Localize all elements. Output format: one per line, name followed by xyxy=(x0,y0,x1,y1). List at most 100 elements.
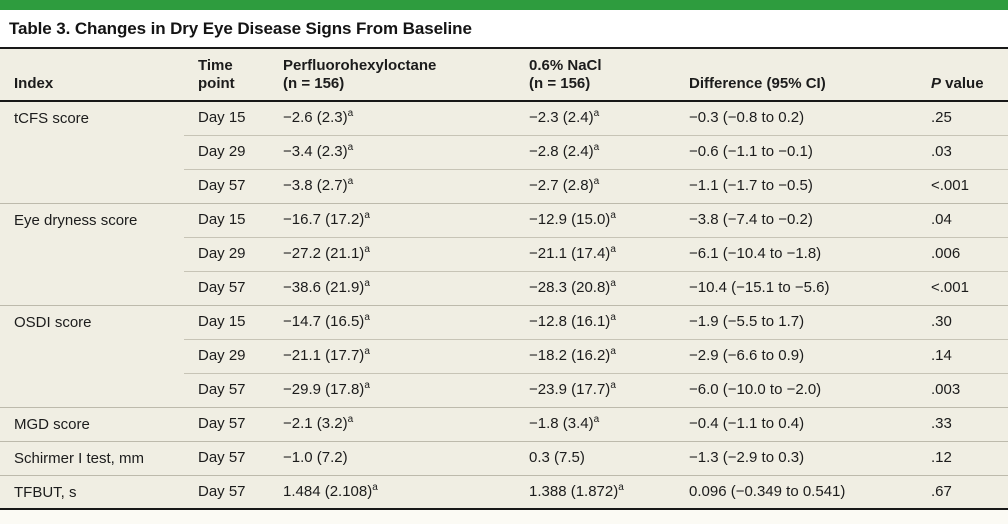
perfluorohexyloctane-cell: −2.1 (3.2)a xyxy=(269,406,515,441)
perfluorohexyloctane-cell: −29.9 (17.8)a xyxy=(269,372,515,407)
time-point-cell: Day 15 xyxy=(184,304,269,339)
nacl-cell: −28.3 (20.8)a xyxy=(515,270,675,305)
footnote-marker: a xyxy=(610,312,616,323)
time-point-cell: Day 15 xyxy=(198,109,246,127)
time-point-cell: Day 57 xyxy=(184,474,269,509)
perfluorohexyloctane-cell: −3.8 (2.7)a xyxy=(269,168,515,203)
footnote-marker: a xyxy=(364,312,370,323)
footnote-marker: a xyxy=(618,481,624,493)
perfluorohexyloctane-cell: −27.2 (21.1)a xyxy=(269,236,515,271)
difference-cell: 0.096 (−0.349 to 0.541) xyxy=(675,474,917,509)
footnote-marker: a xyxy=(610,278,616,289)
table-row: Day 57 −38.6 (21.9)a −28.3 (20.8)a −10.4 (−… xyxy=(0,270,1008,305)
perfluorohexyloctane-cell: −21.1 (17.7)a xyxy=(269,338,515,373)
p-value-cell: <.001 xyxy=(917,168,1008,203)
nacl-cell: −2.7 (2.8)a xyxy=(515,168,675,203)
nacl-cell: −18.2 (16.2)a xyxy=(515,338,675,373)
perfluorohexyloctane-cell: −2.6 (2.3)a xyxy=(283,108,354,127)
table-row: Eye dryness score Day 15 −16.7 (17.2)a −12.… xyxy=(0,202,1008,305)
nacl-cell: −2.8 (2.4)a xyxy=(515,134,675,169)
table-row: MGD score Day 57 −2.1 (3.2)a −1.8 (3.4)a −0.… xyxy=(0,406,1008,441)
index-cell: MGD score xyxy=(0,406,184,441)
nacl-cell: −1.8 (3.4)a xyxy=(515,406,675,441)
header-row: Index Time point Perfluorohexyloctane (n… xyxy=(0,49,1008,101)
footnote-marker: a xyxy=(347,142,354,153)
data-table: Index Time point Perfluorohexyloctane (n… xyxy=(0,49,1008,510)
time-point-cell: Day 57 xyxy=(184,168,269,203)
col-header-difference: Difference (95% CI) xyxy=(689,75,826,92)
index-cell: TFBUT, s xyxy=(0,474,184,509)
footnote-marker: a xyxy=(364,278,370,289)
table-title: Table 3. Changes in Dry Eye Disease Sign… xyxy=(9,18,472,38)
col-header-time-point: Time point xyxy=(198,57,235,92)
table-row: OSDI score Day 15 −14.7 (16.5)a −12.8 (16.1… xyxy=(0,304,1008,407)
time-point-cell: Day 57 xyxy=(184,440,269,475)
footnote-marker: a xyxy=(593,142,600,153)
table-title-row: Table 3. Changes in Dry Eye Disease Sign… xyxy=(0,10,1008,49)
p-value-cell: .30 xyxy=(917,304,1008,339)
table-row: Day 29 −27.2 (21.1)a −21.1 (17.4)a −6.1 (−1… xyxy=(0,236,1008,271)
difference-cell: −3.8 (−7.4 to −0.2) xyxy=(675,202,917,237)
footnote-marker: a xyxy=(364,380,370,391)
index-cell: tCFS score xyxy=(14,110,90,127)
footnote-marker: a xyxy=(347,108,354,120)
footnote-marker: a xyxy=(610,346,616,357)
table-row: tCFS score Day 15 −2.6 (2.3)a −2.3 (2.4)a −0… xyxy=(0,101,1008,135)
time-point-cell: Day 29 xyxy=(184,134,269,169)
footnote-marker: a xyxy=(364,346,370,357)
difference-cell: −0.3 (−0.8 to 0.2) xyxy=(689,109,805,127)
nacl-cell: −23.9 (17.7)a xyxy=(515,372,675,407)
difference-cell: −1.1 (−1.7 to −0.5) xyxy=(675,168,917,203)
table-row: Day 29 −21.1 (17.7)a −18.2 (16.2)a −2.9 (−6… xyxy=(0,338,1008,373)
p-value-cell: .33 xyxy=(917,406,1008,441)
p-value-cell: <.001 xyxy=(917,270,1008,305)
difference-cell: −0.4 (−1.1 to 0.4) xyxy=(675,406,917,441)
time-point-cell: Day 57 xyxy=(184,406,269,441)
time-point-cell: Day 29 xyxy=(184,236,269,271)
footnote-marker: a xyxy=(610,210,616,221)
table-row: TFBUT, s Day 57 1.484 (2.108)a 1.388 (1.872… xyxy=(0,474,1008,509)
footnote-marker: a xyxy=(610,244,616,255)
difference-cell: −6.1 (−10.4 to −1.8) xyxy=(675,236,917,271)
col-header-perfluorohexyloctane: Perfluorohexyloctane (n = 156) xyxy=(283,57,437,92)
nacl-cell: −21.1 (17.4)a xyxy=(515,236,675,271)
nacl-cell: −12.8 (16.1)a xyxy=(515,304,675,339)
footnote-marker: a xyxy=(364,210,370,221)
p-value-cell: .003 xyxy=(917,372,1008,407)
perfluorohexyloctane-cell: 1.484 (2.108)a xyxy=(269,474,515,509)
table-header: Index Time point Perfluorohexyloctane (n… xyxy=(0,49,1008,101)
journal-table-figure: Table 3. Changes in Dry Eye Disease Sign… xyxy=(0,0,1008,510)
perfluorohexyloctane-cell: −38.6 (21.9)a xyxy=(269,270,515,305)
difference-cell: −2.9 (−6.6 to 0.9) xyxy=(675,338,917,373)
col-header-index: Index xyxy=(14,75,54,92)
p-value-cell: .03 xyxy=(917,134,1008,169)
p-value-italic-letter: P xyxy=(931,75,942,92)
table-body: tCFS score Day 15 −2.6 (2.3)a −2.3 (2.4)a −0… xyxy=(0,101,1008,509)
nacl-cell: −12.9 (15.0)a xyxy=(515,202,675,237)
table-row: Day 57 −29.9 (17.8)a −23.9 (17.7)a −6.0 (−1… xyxy=(0,372,1008,407)
footnote-marker: a xyxy=(372,481,378,493)
perfluorohexyloctane-cell: −1.0 (7.2) xyxy=(269,440,515,475)
nacl-cell: −2.3 (2.4)a xyxy=(529,108,600,127)
table-row: Day 57 −3.8 (2.7)a −2.7 (2.8)a −1.1 (−1.7 t… xyxy=(0,168,1008,203)
time-point-cell: Day 57 xyxy=(184,270,269,305)
difference-cell: −1.3 (−2.9 to 0.3) xyxy=(675,440,917,475)
p-value-cell: .25 xyxy=(931,109,952,127)
col-header-nacl: 0.6% NaCl (n = 156) xyxy=(529,57,602,92)
nacl-cell: 1.388 (1.872)a xyxy=(515,474,675,509)
difference-cell: −10.4 (−15.1 to −5.6) xyxy=(675,270,917,305)
p-value-header-rest: value xyxy=(941,75,984,92)
p-value-cell: .04 xyxy=(917,202,1008,237)
time-point-cell: Day 57 xyxy=(184,372,269,407)
time-point-cell: Day 29 xyxy=(184,338,269,373)
footnote-marker: a xyxy=(364,244,370,255)
footnote-marker: a xyxy=(347,176,354,187)
index-cell: Schirmer I test, mm xyxy=(0,440,184,475)
table-row: Day 29 −3.4 (2.3)a −2.8 (2.4)a −0.6 (−1.1 t… xyxy=(0,134,1008,169)
table-row: Schirmer I test, mm Day 57 −1.0 (7.2) 0.3 (… xyxy=(0,440,1008,475)
footnote-marker: a xyxy=(593,414,600,425)
p-value-cell: .67 xyxy=(917,474,1008,509)
p-value-cell: .006 xyxy=(917,236,1008,271)
footnote-marker: a xyxy=(347,414,354,425)
footnote-marker: a xyxy=(593,176,600,187)
